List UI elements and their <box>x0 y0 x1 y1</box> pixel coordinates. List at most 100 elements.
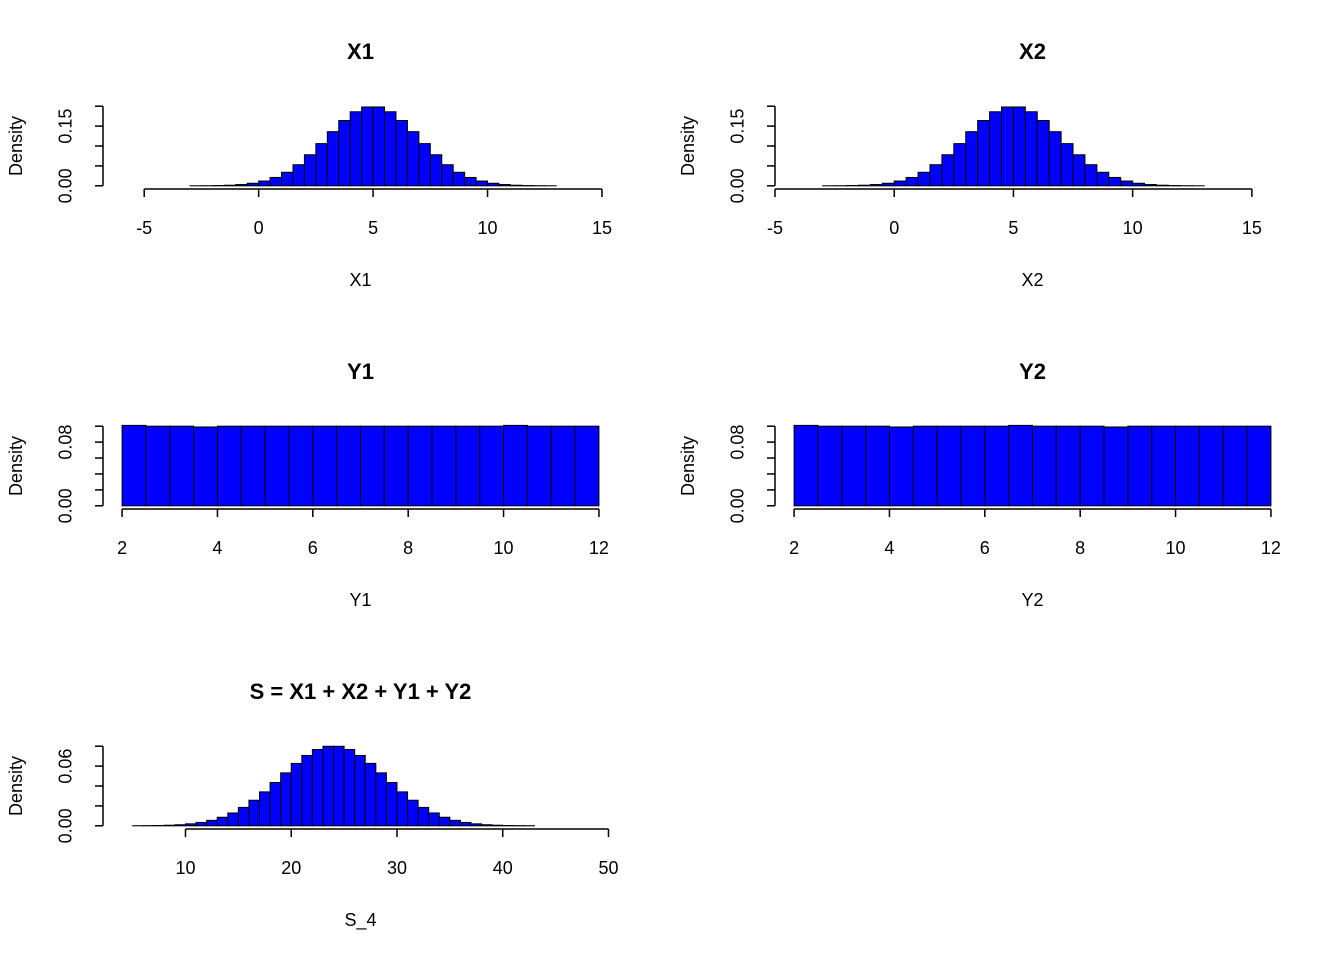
bar <box>1108 176 1122 187</box>
bar <box>246 182 260 187</box>
bar <box>455 425 481 507</box>
y-axis-label: Density <box>678 116 698 176</box>
y-tick-label: 0.00 <box>56 168 76 203</box>
bar <box>195 821 208 827</box>
x-axis-label: S_4 <box>344 910 376 931</box>
bar <box>1012 106 1026 187</box>
bar <box>953 143 967 187</box>
y-axis-label: Density <box>6 116 26 176</box>
bar <box>174 824 186 827</box>
bar <box>326 131 340 187</box>
x-tick-label: 0 <box>889 218 899 238</box>
x-tick-label: 20 <box>281 858 301 878</box>
bar <box>121 424 147 507</box>
bar <box>865 425 890 507</box>
x-axis-label: Y2 <box>1021 590 1043 610</box>
bar <box>240 425 266 507</box>
bar <box>1155 184 1169 187</box>
bar <box>893 180 907 187</box>
y-tick-label: 0.08 <box>728 425 748 460</box>
bar <box>216 816 229 827</box>
bar <box>857 184 871 187</box>
bar <box>1246 425 1272 507</box>
bar <box>481 824 493 827</box>
bar <box>905 176 919 187</box>
bar <box>1127 425 1153 507</box>
y-tick-label: 0.00 <box>728 488 748 523</box>
bar <box>929 164 943 187</box>
x-tick-label: 40 <box>493 858 513 878</box>
bar <box>965 131 979 187</box>
bar <box>1055 425 1081 507</box>
bar <box>354 754 366 827</box>
bar <box>984 425 1010 507</box>
y-tick-label: 0.00 <box>56 808 76 843</box>
bar <box>303 154 317 187</box>
bar <box>269 176 283 187</box>
bar <box>311 748 324 827</box>
bar <box>491 824 504 827</box>
bar <box>498 184 511 187</box>
bar <box>1048 131 1062 187</box>
bar <box>364 762 377 827</box>
bar <box>184 823 197 827</box>
x-tick-label: 15 <box>1242 218 1262 238</box>
bar <box>941 154 955 187</box>
bar <box>292 164 305 187</box>
y-tick-label: 0.06 <box>56 749 76 784</box>
bar <box>1144 184 1157 187</box>
y-tick-label: 0.08 <box>56 425 76 460</box>
bar <box>449 819 461 827</box>
x-tick-label: 2 <box>789 538 799 558</box>
bar <box>280 772 292 827</box>
bar <box>227 812 239 827</box>
x-tick-label: 4 <box>884 538 894 558</box>
x-tick-label: -5 <box>767 218 783 238</box>
bar <box>1008 424 1034 507</box>
bar <box>333 745 345 827</box>
bar <box>395 120 408 187</box>
bar <box>315 143 328 187</box>
bar <box>881 182 895 187</box>
bar <box>235 184 248 187</box>
x-axis-label: X2 <box>1021 270 1043 290</box>
bar <box>470 823 483 827</box>
bar <box>349 111 363 187</box>
bar <box>841 425 867 507</box>
bar <box>223 184 237 187</box>
y-tick-label: 0.00 <box>56 488 76 523</box>
bar <box>375 772 387 827</box>
bar <box>336 425 362 507</box>
bar <box>1175 425 1200 507</box>
bar <box>290 762 303 827</box>
bar <box>288 425 314 507</box>
x-tick-label: 8 <box>403 538 413 558</box>
bar <box>793 424 819 507</box>
y-tick-label: 0.15 <box>728 109 748 144</box>
bar <box>264 425 290 507</box>
x-axis-label: X1 <box>349 270 371 290</box>
bar <box>163 824 176 827</box>
bar <box>869 184 883 187</box>
x-tick-label: 30 <box>387 858 407 878</box>
bar <box>550 425 576 507</box>
bar <box>1060 143 1074 187</box>
bar <box>384 111 397 187</box>
bar <box>475 180 489 187</box>
x-tick-label: 10 <box>494 538 514 558</box>
bar <box>459 821 472 827</box>
x-tick-label: 10 <box>175 858 195 878</box>
bar <box>417 806 430 827</box>
x-tick-label: 10 <box>478 218 498 238</box>
y-tick-label: 0.15 <box>56 109 76 144</box>
x-tick-label: 2 <box>117 538 127 558</box>
bar <box>259 791 271 827</box>
x-tick-label: 0 <box>254 218 264 238</box>
bar <box>407 425 433 507</box>
bar <box>343 748 356 827</box>
bar <box>1084 164 1098 187</box>
bar <box>1001 106 1014 187</box>
x-tick-label: 8 <box>1075 538 1085 558</box>
bar <box>312 425 338 507</box>
bar <box>406 131 420 187</box>
